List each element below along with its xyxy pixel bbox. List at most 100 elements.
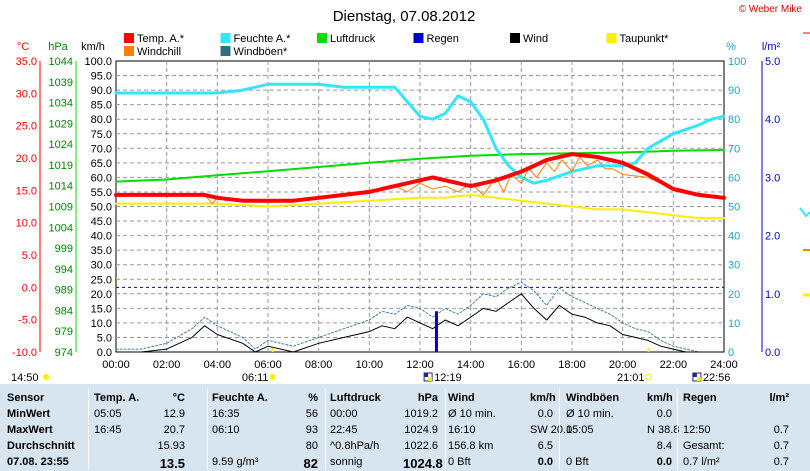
- table-cell: 6.5: [537, 440, 553, 452]
- table-header-cell: hPa: [417, 392, 438, 404]
- series-line-windben: [115, 281, 725, 353]
- wind-tick-label: 70.0: [91, 143, 112, 155]
- grid: [116, 61, 724, 352]
- table-cell: 156.8 km: [448, 440, 494, 452]
- moon-icon-fill: [428, 377, 433, 381]
- x-tick-label: 14:00: [457, 359, 485, 371]
- legend-swatch: [124, 33, 134, 43]
- table-header-cell: Wind: [448, 392, 475, 404]
- table-header-cell: Regen: [683, 392, 717, 404]
- moon-icon-fill: [424, 373, 429, 377]
- table-cell: ^0.8hPa/h: [330, 440, 380, 452]
- legend-label: Wind: [523, 33, 548, 45]
- table-cell: 12.9: [163, 408, 185, 420]
- pressure-unit: hPa: [48, 41, 68, 53]
- rain-tick-label: 1.0: [765, 289, 780, 301]
- moonrise-label: 12:19: [434, 372, 462, 384]
- humidity-tick-label: 20: [728, 289, 740, 301]
- wind-tick-label: 15.0: [91, 303, 112, 315]
- temp-tick-label: 20.0: [16, 153, 37, 165]
- table-header-cell: Sensor: [7, 392, 45, 404]
- temp-tick-label: -5.0: [18, 315, 37, 327]
- humidity-tick-label: 60: [728, 172, 740, 184]
- legend-swatch: [220, 46, 231, 56]
- humidity-unit: %: [726, 41, 736, 53]
- x-tick-label: 00:00: [102, 359, 130, 371]
- sun-moon-markers: 14:50 06:11 12:19 21:01 22:56: [11, 32, 810, 384]
- sunset-label: 21:01: [617, 372, 645, 384]
- x-tick-label: 24:00: [710, 359, 738, 371]
- table-column-divider: [445, 388, 446, 469]
- humidity-tick-label: 0: [728, 347, 734, 359]
- legend-swatch: [606, 33, 617, 43]
- temp-tick-label: 5.0: [22, 250, 37, 262]
- rain-bar: [434, 311, 438, 352]
- pressure-tick-label: 994: [55, 264, 73, 276]
- pressure-tick-label: 979: [55, 326, 73, 338]
- pressure-tick-label: 1044: [49, 56, 73, 68]
- wind-tick-label: 85.0: [91, 100, 112, 112]
- humidity-tick-label: 30: [728, 260, 740, 272]
- legend-label: Regen: [427, 33, 459, 45]
- wind-tick-label: 65.0: [91, 158, 112, 170]
- moon-icon: [423, 372, 433, 382]
- sun-icon: [43, 374, 49, 380]
- wind-tick-label: 60.0: [91, 172, 112, 184]
- moon-icon-fill: [692, 373, 697, 377]
- table-cell: 16:45: [94, 424, 122, 436]
- wind-tick-label: 55.0: [91, 187, 112, 199]
- humidity-tick-label: 40: [728, 231, 740, 243]
- wind-tick-label: 75.0: [91, 129, 112, 141]
- table-cell: 1024.9: [404, 424, 438, 436]
- temp-tick-label: 10.0: [16, 218, 37, 230]
- table-column-divider: [325, 388, 326, 469]
- legend: Temp. A.* Feuchte A.* Luftdruck Regen Wind Ta…: [124, 33, 669, 58]
- table-header-cell: Windböen: [566, 392, 620, 404]
- temp-tick-label: -10.0: [12, 347, 37, 359]
- table-cell: 12:50: [683, 424, 711, 436]
- table-cell: 06:10: [212, 424, 240, 436]
- sunset-icon: [645, 373, 653, 381]
- edge-fragment: [799, 207, 810, 218]
- temp-tick-label: 35.0: [16, 56, 37, 68]
- moon-icon-fill: [696, 377, 701, 381]
- temp-tick-label: 30.0: [16, 88, 37, 100]
- wind-tick-label: 95.0: [91, 71, 112, 83]
- table-header-cell: Feuchte A.: [212, 392, 268, 404]
- table-cell: 0 Bft: [448, 456, 471, 468]
- table-cell: SW 20.0: [530, 424, 573, 436]
- table-cell: 15.93: [157, 440, 185, 452]
- rain-tick-label: 3.0: [765, 172, 780, 184]
- legend-label: Windchill: [137, 46, 181, 58]
- x-tick-label: 06:00: [254, 359, 282, 371]
- sunrise-label: 06:11: [242, 372, 269, 384]
- table-cell: 1024.8: [403, 456, 443, 471]
- table-header-cell: km/h: [530, 392, 556, 404]
- table-cell: 16:10: [448, 424, 476, 436]
- pressure-tick-label: 1039: [49, 77, 73, 89]
- table-cell: 1022.6: [404, 440, 438, 452]
- table-header-cell: Temp. A.: [94, 392, 140, 404]
- table-cell: MinWert: [7, 408, 51, 420]
- x-tick-label: 22:00: [660, 359, 688, 371]
- table-cell: 0.0: [656, 408, 672, 420]
- table-cell: 56: [305, 408, 318, 420]
- humidity-tick-label: 70: [728, 143, 740, 155]
- table-cell: 80: [305, 440, 318, 452]
- table-cell: 16:35: [212, 408, 240, 420]
- legend-label: Feuchte A.*: [234, 33, 292, 45]
- table-cell: 20.7: [163, 424, 185, 436]
- table-cell: 1019.2: [404, 408, 438, 420]
- table-header-cell: l/m²: [769, 392, 789, 404]
- table-header-cell: %: [308, 392, 318, 404]
- humidity-tick-label: 10: [728, 318, 740, 330]
- table-cell: Ø 10 min.: [566, 408, 614, 420]
- humidity-tick-label: 80: [728, 114, 740, 126]
- rain-tick-label: 0.0: [765, 347, 780, 359]
- rain-tick-label: 5.0: [765, 56, 780, 68]
- rain-tick-label: 4.0: [765, 114, 780, 126]
- pressure-tick-label: 1024: [49, 139, 73, 151]
- axes: °C hPa km/h% l/m² 35.0 30.0 25.0 20.0 15.0 10.0 5.…: [12, 41, 781, 371]
- series-line-luftdruck: [115, 149, 725, 183]
- x-tick-label: 18:00: [558, 359, 586, 371]
